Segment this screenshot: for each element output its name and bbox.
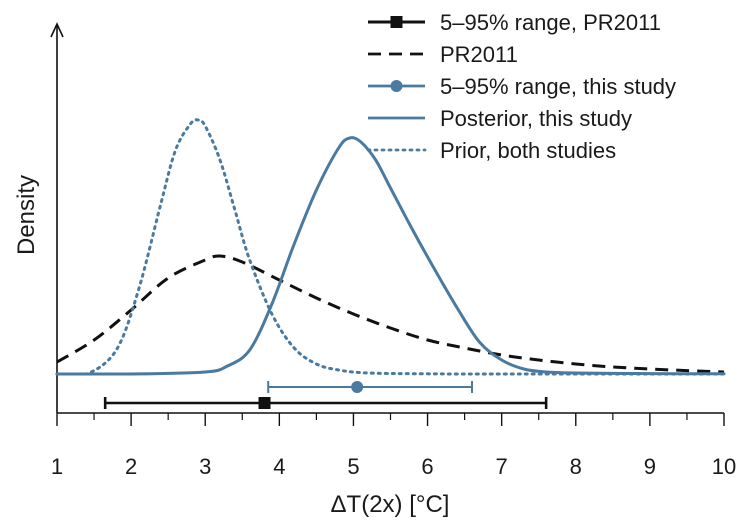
y-axis-arrow xyxy=(50,22,64,38)
range-bar-this-study xyxy=(267,381,474,393)
y-axis-title: Density xyxy=(13,175,40,255)
range-bar-pr2011 xyxy=(103,397,548,409)
x-axis-ticks: 1 2 3 4 5 6 7 8 9 10 xyxy=(51,413,736,479)
legend-circle-marker xyxy=(390,80,403,92)
pr2011-curve xyxy=(56,254,725,374)
legend-item: Posterior, this study xyxy=(368,106,632,131)
legend-item: Prior, both studies xyxy=(366,138,616,163)
x-tick-label: 10 xyxy=(712,454,736,479)
legend-label: Posterior, this study xyxy=(440,106,632,131)
posterior-curve xyxy=(55,136,726,376)
x-tick-label: 6 xyxy=(421,454,433,479)
x-tick-label: 9 xyxy=(644,454,656,479)
legend-label: 5–95% range, this study xyxy=(440,74,676,99)
legend-item: 5–95% range, PR2011 xyxy=(368,10,661,35)
range-median-marker xyxy=(351,381,364,393)
range-median-marker xyxy=(258,397,271,409)
density-curves xyxy=(55,118,726,376)
legend-item: 5–95% range, this study xyxy=(368,74,676,99)
x-tick-label: 4 xyxy=(273,454,285,479)
x-tick-label: 5 xyxy=(347,454,359,479)
legend-label: Prior, both studies xyxy=(440,138,616,163)
range-bars xyxy=(103,381,548,409)
legend-square-marker xyxy=(390,16,403,28)
x-tick-label: 7 xyxy=(496,454,508,479)
x-tick-label: 1 xyxy=(51,454,63,479)
x-tick-label: 2 xyxy=(125,454,137,479)
x-tick-label: 3 xyxy=(199,454,211,479)
legend-label: PR2011 xyxy=(440,42,518,67)
legend: 5–95% range, PR2011 PR2011 5–95% range, th… xyxy=(366,10,676,163)
legend-item: PR2011 xyxy=(368,42,518,67)
x-axis-title: ΔT(2x) [°C] xyxy=(331,491,450,518)
legend-label: 5–95% range, PR2011 xyxy=(440,10,661,35)
prior-curve xyxy=(55,118,726,376)
x-tick-label: 8 xyxy=(570,454,582,479)
